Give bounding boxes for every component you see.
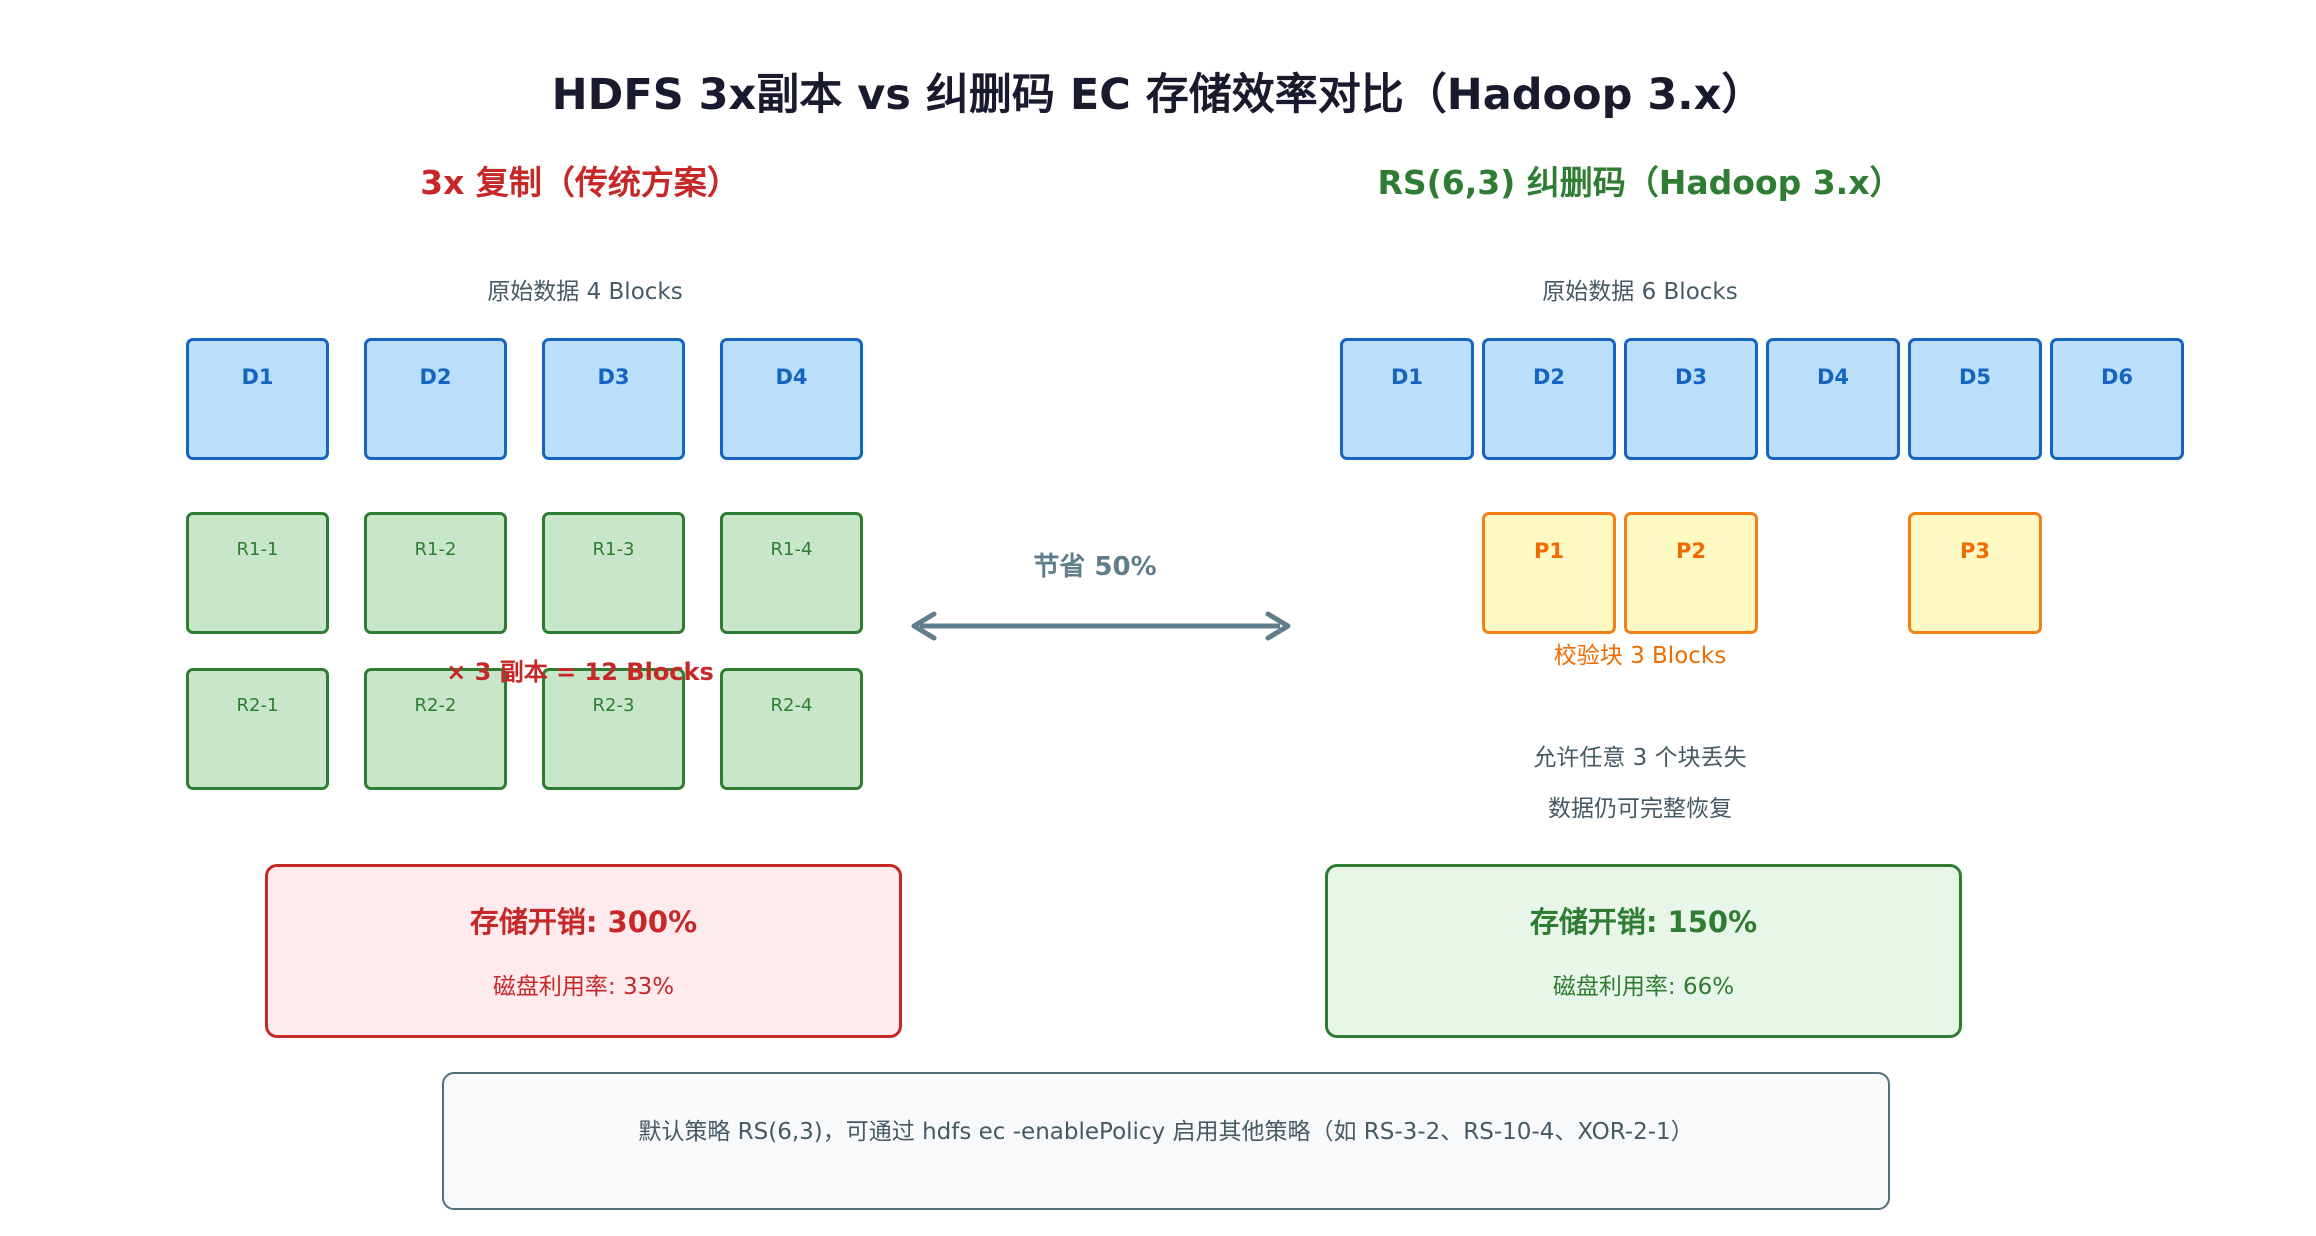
fault-tolerance-line-1: 允许任意 3 个块丢失 bbox=[1533, 745, 1747, 771]
block-label: D1 bbox=[1390, 365, 1424, 389]
replica-block-r2-4: R2-4 bbox=[720, 668, 863, 790]
parity-caption: 校验块 3 Blocks bbox=[1553, 643, 1727, 669]
block-label: D5 bbox=[1958, 365, 1992, 389]
block-label: D3 bbox=[597, 365, 630, 389]
replication-storage-overhead: 存储开销: 300% bbox=[469, 905, 698, 939]
arrow-head-left-icon bbox=[911, 611, 937, 641]
replication-data-caption: 原始数据 4 Blocks bbox=[487, 279, 683, 305]
block-label: P2 bbox=[1675, 539, 1706, 563]
replication-data-block-d4: D4 bbox=[720, 338, 863, 460]
block-label: R2-3 bbox=[592, 695, 635, 716]
ec-data-block-d4: D4 bbox=[1766, 338, 1900, 460]
ec-disk-utilization: 磁盘利用率: 66% bbox=[1552, 974, 1735, 1000]
block-label: D1 bbox=[241, 365, 274, 389]
block-label: R2-4 bbox=[770, 695, 813, 716]
block-label: P3 bbox=[1959, 539, 1990, 563]
block-label: P1 bbox=[1533, 539, 1564, 563]
ec-storage-overhead: 存储开销: 150% bbox=[1529, 905, 1758, 939]
block-label: D4 bbox=[1816, 365, 1850, 389]
ec-data-caption: 原始数据 6 Blocks bbox=[1542, 279, 1738, 305]
erasure-coding-heading: RS(6,3) 纠删码（Hadoop 3.x） bbox=[1377, 163, 1903, 202]
replication-heading: 3x 复制（传统方案） bbox=[420, 163, 740, 202]
policy-footnote-text: 默认策略 RS(6,3)，可通过 hdfs ec -enablePolicy 启… bbox=[638, 1119, 1694, 1145]
replica-block-r2-1: R2-1 bbox=[186, 668, 329, 790]
fault-tolerance-line-2: 数据仍可完整恢复 bbox=[1548, 796, 1732, 822]
replication-data-block-d3: D3 bbox=[542, 338, 685, 460]
block-label: R2-1 bbox=[236, 695, 279, 716]
replica-block-r1-1: R1-1 bbox=[186, 512, 329, 634]
block-label: R1-3 bbox=[592, 539, 635, 560]
block-label: R1-4 bbox=[770, 539, 813, 560]
replica-block-r2-3: R2-3 bbox=[542, 668, 685, 790]
replica-block-r1-3: R1-3 bbox=[542, 512, 685, 634]
replication-data-block-d1: D1 bbox=[186, 338, 329, 460]
block-label: R1-1 bbox=[236, 539, 279, 560]
block-label: D6 bbox=[2100, 365, 2134, 389]
diagram-title: HDFS 3x副本 vs 纠删码 EC 存储效率对比（Hadoop 3.x） bbox=[551, 70, 1765, 120]
ec-data-block-d3: D3 bbox=[1624, 338, 1758, 460]
ec-data-block-d2: D2 bbox=[1482, 338, 1616, 460]
ec-summary-box: 存储开销: 150% 磁盘利用率: 66% bbox=[1325, 864, 1962, 1038]
ec-data-block-d5: D5 bbox=[1908, 338, 2042, 460]
replication-data-block-d2: D2 bbox=[364, 338, 507, 460]
ec-data-block-d6: D6 bbox=[2050, 338, 2184, 460]
block-label: D2 bbox=[419, 365, 452, 389]
replica-block-r1-2: R1-2 bbox=[364, 512, 507, 634]
ec-data-block-d1: D1 bbox=[1340, 338, 1474, 460]
replication-summary-box: 存储开销: 300% 磁盘利用率: 33% bbox=[265, 864, 902, 1038]
parity-block-p2: P2 bbox=[1624, 512, 1758, 634]
replica-block-r2-2: R2-2 bbox=[364, 668, 507, 790]
block-label: D3 bbox=[1674, 365, 1708, 389]
savings-label: 节省 50% bbox=[1033, 552, 1157, 582]
replica-count-note: × 3 副本 = 12 Blocks bbox=[446, 658, 714, 686]
block-label: R1-2 bbox=[414, 539, 457, 560]
policy-footnote-box: 默认策略 RS(6,3)，可通过 hdfs ec -enablePolicy 启… bbox=[442, 1072, 1890, 1210]
parity-block-p3: P3 bbox=[1908, 512, 2042, 634]
block-label: R2-2 bbox=[414, 695, 457, 716]
block-label: D4 bbox=[775, 365, 808, 389]
parity-block-p1: P1 bbox=[1482, 512, 1616, 634]
replica-block-r1-4: R1-4 bbox=[720, 512, 863, 634]
arrow-head-right-icon bbox=[1265, 611, 1291, 641]
block-label: D2 bbox=[1532, 365, 1566, 389]
replication-disk-utilization: 磁盘利用率: 33% bbox=[492, 974, 675, 1000]
